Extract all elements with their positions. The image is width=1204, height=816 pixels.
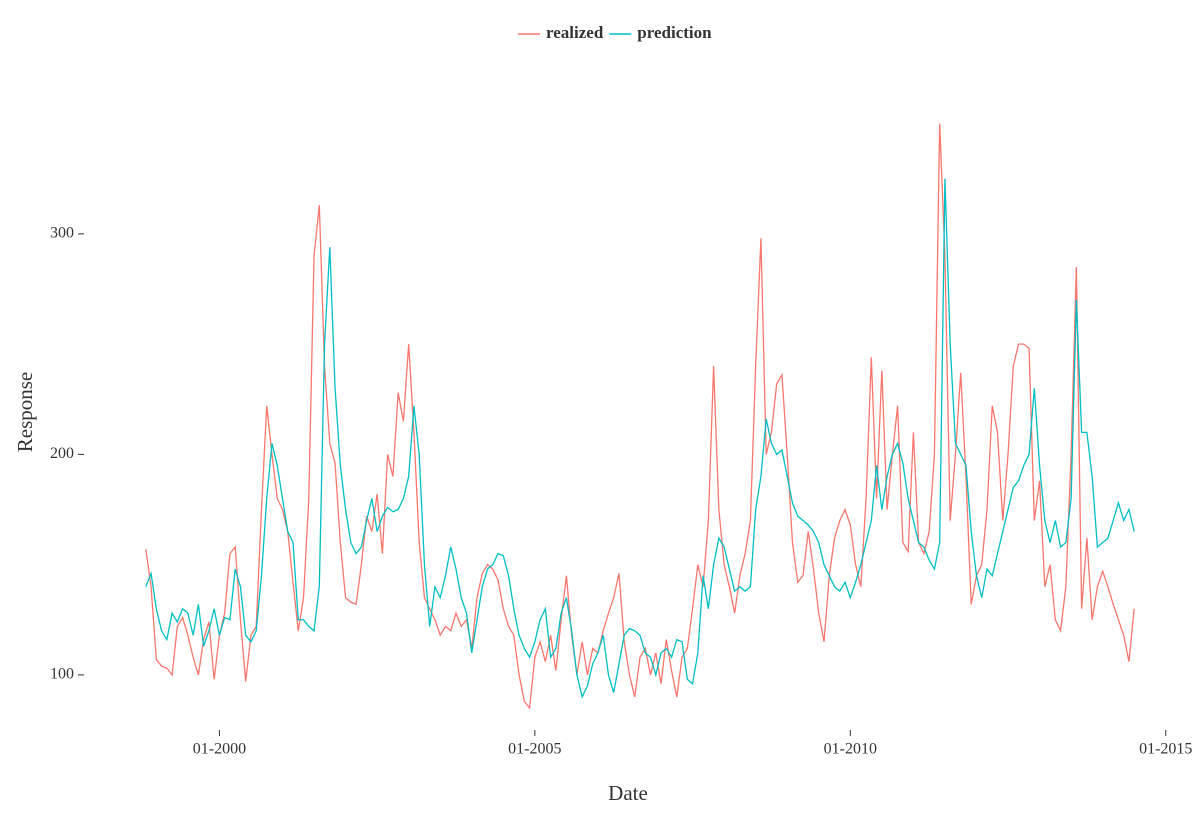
x-tick-label: 01-2015: [1139, 741, 1192, 758]
legend-label: realized: [546, 23, 604, 42]
x-axis-title: Date: [608, 781, 648, 805]
legend-label: prediction: [637, 23, 712, 42]
series-line: [145, 178, 1135, 699]
series-line: [145, 123, 1135, 710]
x-tick-label: 01-2005: [508, 741, 561, 758]
x-tick-label: 01-2000: [193, 741, 246, 758]
y-tick-label: 300: [50, 225, 74, 242]
y-axis-title: Response: [13, 372, 37, 453]
x-tick-label: 01-2010: [824, 741, 877, 758]
y-tick-label: 200: [50, 445, 74, 462]
y-tick-label: 100: [50, 666, 74, 683]
